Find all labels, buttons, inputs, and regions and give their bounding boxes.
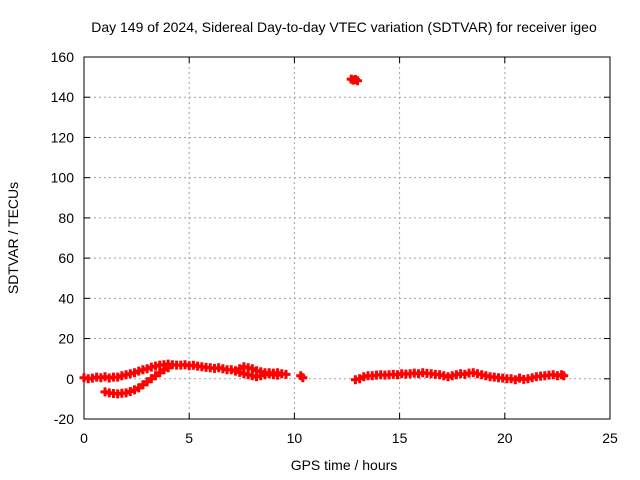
data-point [281, 369, 291, 379]
y-tick-label: 140 [51, 89, 75, 105]
y-tick-label: 120 [51, 129, 75, 145]
data-point [273, 370, 283, 380]
y-tick-label: 40 [58, 290, 74, 306]
data-point [298, 373, 308, 383]
data-points [79, 74, 569, 399]
x-axis-label: GPS time / hours [291, 457, 398, 473]
x-tick-label: 0 [80, 430, 88, 446]
x-tick-label: 15 [392, 430, 408, 446]
y-tick-labels: -20 0 20 40 60 80 100 120 140 160 [51, 49, 75, 427]
chart-title: Day 149 of 2024, Sidereal Day-to-day VTE… [91, 19, 597, 35]
x-tick-labels: 0 5 10 15 20 25 [80, 430, 618, 446]
data-point [353, 76, 363, 86]
x-tick-label: 25 [602, 430, 618, 446]
data-point [163, 363, 173, 373]
y-tick-label: 60 [58, 250, 74, 266]
y-tick-label: 80 [58, 210, 74, 226]
series-lower-branch [100, 363, 283, 399]
y-tick-label: 160 [51, 49, 75, 65]
x-tick-label: 5 [185, 430, 193, 446]
series-afternoon [350, 368, 569, 385]
x-tick-label: 20 [497, 430, 513, 446]
grid-lines [84, 57, 610, 419]
x-tick-label: 10 [287, 430, 303, 446]
y-tick-label: -20 [54, 411, 74, 427]
y-axis-label: SDTVAR / TECUs [5, 182, 21, 294]
y-tick-label: 0 [66, 371, 74, 387]
plot-frame [83, 56, 611, 420]
y-tick-label: 100 [51, 170, 75, 186]
series-outlier [346, 74, 363, 86]
data-point [559, 371, 569, 381]
y-tick-label: 20 [58, 331, 74, 347]
